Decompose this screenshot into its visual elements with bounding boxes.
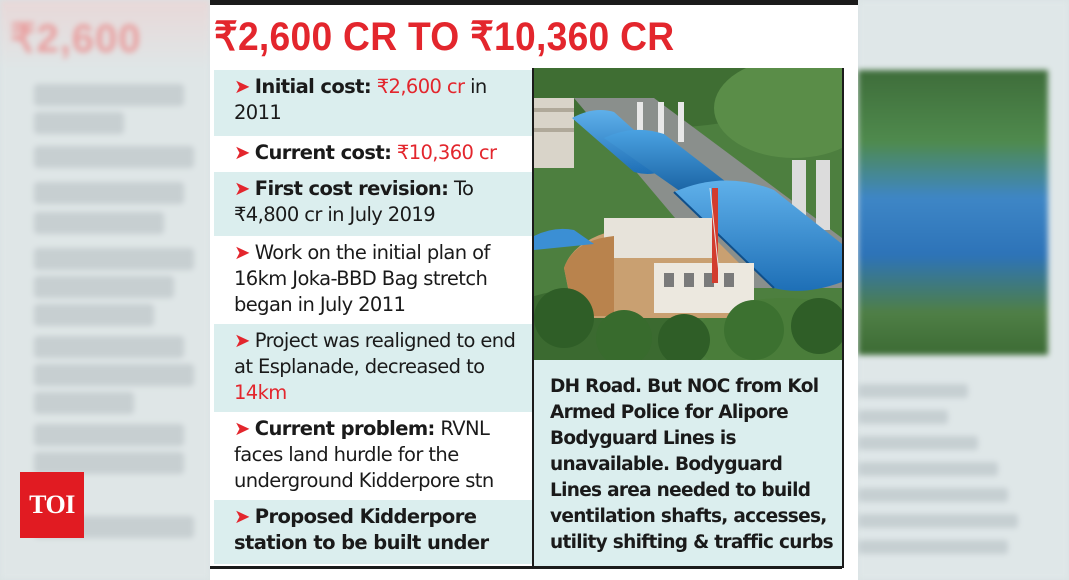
fact-list: ➤ Initial cost: ₹2,600 cr in 2011 ➤ Curren… xyxy=(214,70,532,564)
list-item: ➤ Proposed Kidderpore station to be built… xyxy=(214,500,532,564)
bottom-rule xyxy=(210,566,842,569)
arrow-icon: ➤ xyxy=(234,505,250,528)
top-rule xyxy=(210,0,858,5)
list-item: ➤ Current problem: RVNL faces land hurdle… xyxy=(234,417,494,492)
arrow-icon: ➤ xyxy=(234,329,250,352)
caption-note: DH Road. But NOC from Kol Armed Police f… xyxy=(534,360,842,566)
headline: ₹2,600 CR TO ₹10,360 CR xyxy=(214,15,675,59)
toi-logo: TOI xyxy=(20,472,84,538)
blurred-photo-copy xyxy=(858,70,1048,355)
arrow-icon: ➤ xyxy=(234,417,250,440)
list-item: ➤ Work on the initial plan of 16km Joka-B… xyxy=(234,241,490,316)
list-item: ➤ First cost revision: To ₹4,800 cr in Ju… xyxy=(214,172,532,236)
arrow-icon: ➤ xyxy=(234,141,250,164)
list-item: ➤ Initial cost: ₹2,600 cr in 2011 xyxy=(214,70,532,136)
arrow-icon: ➤ xyxy=(234,241,250,264)
column-divider xyxy=(532,68,534,566)
metro-station-photo xyxy=(534,68,842,360)
right-frame-rule xyxy=(842,68,844,568)
list-item: ➤ Project was realigned to end at Esplana… xyxy=(214,324,532,412)
infographic-card: ₹2,600 CR TO ₹10,360 CR ➤ Initial cost: ₹… xyxy=(210,0,858,580)
arrow-icon: ➤ xyxy=(234,75,250,98)
blurred-headline-copy: ₹2,600 xyxy=(10,17,142,61)
arrow-icon: ➤ xyxy=(234,177,250,200)
blurred-background-right xyxy=(858,0,1069,580)
list-item: ➤ Current cost: ₹10,360 cr xyxy=(234,141,497,164)
